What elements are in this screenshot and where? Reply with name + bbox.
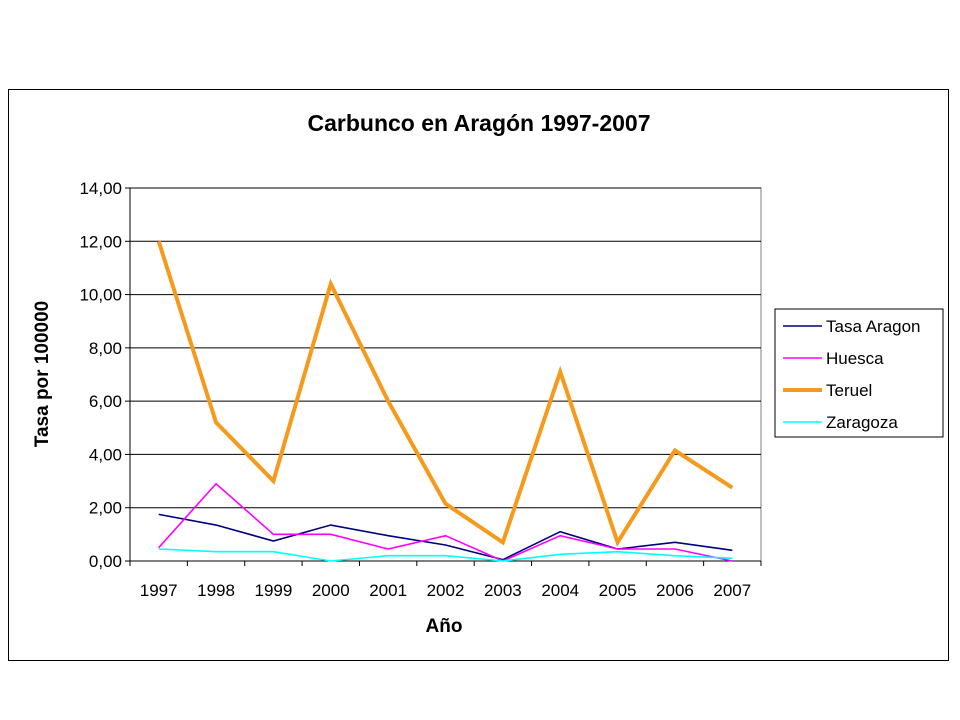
legend-label: Teruel [826,381,872,400]
x-tick-label: 2003 [484,581,522,600]
y-tick-label: 2,00 [89,499,122,518]
plot-area [129,187,762,562]
x-tick-label: 2001 [369,581,407,600]
x-tick-label: 1997 [140,581,178,600]
x-axis-title: Año [426,616,463,637]
y-tick-label: 12,00 [79,232,122,251]
y-tick-label: 10,00 [79,286,122,305]
x-tick-label: 2000 [312,581,350,600]
x-tick-label: 1998 [197,581,235,600]
y-tick-label: 4,00 [89,445,122,464]
series-line-tasa-aragon [158,513,733,561]
chart-title: Carbunco en Aragón 1997-2007 [308,110,651,136]
legend-label: Zaragoza [826,413,898,432]
series-line-zaragoza [158,548,733,562]
x-tick-label: 2002 [427,581,465,600]
x-tick-label: 2004 [541,581,579,600]
y-tick-label: 6,00 [89,392,122,411]
x-tick-label: 2006 [656,581,694,600]
series-line-huesca [158,482,733,562]
x-tick-label: 1999 [254,581,292,600]
y-tick-label: 8,00 [89,339,122,358]
series-line-teruel [156,240,734,548]
gridlines [130,187,761,509]
legend-label: Huesca [826,349,884,368]
legend-box [774,308,944,438]
y-tick-label: 0,00 [89,552,122,571]
y-axis: 0,00 2,00 4,00 6,00 8,00 10,00 12,00 14,00 [79,179,761,571]
y-axis-title: Tasa por 100000 [32,301,53,447]
x-tick-label: 2007 [713,581,751,600]
x-axis: 1997 1998 1999 2000 2001 2002 2003 2004 2005 2006… [129,561,762,600]
x-tick-label: 2005 [599,581,637,600]
legend-label: Tasa Aragon [826,317,921,336]
series-lines [156,240,734,562]
legend: Tasa Aragon Huesca Teruel Zaragoza [774,308,944,438]
y-tick-label: 14,00 [79,179,122,198]
